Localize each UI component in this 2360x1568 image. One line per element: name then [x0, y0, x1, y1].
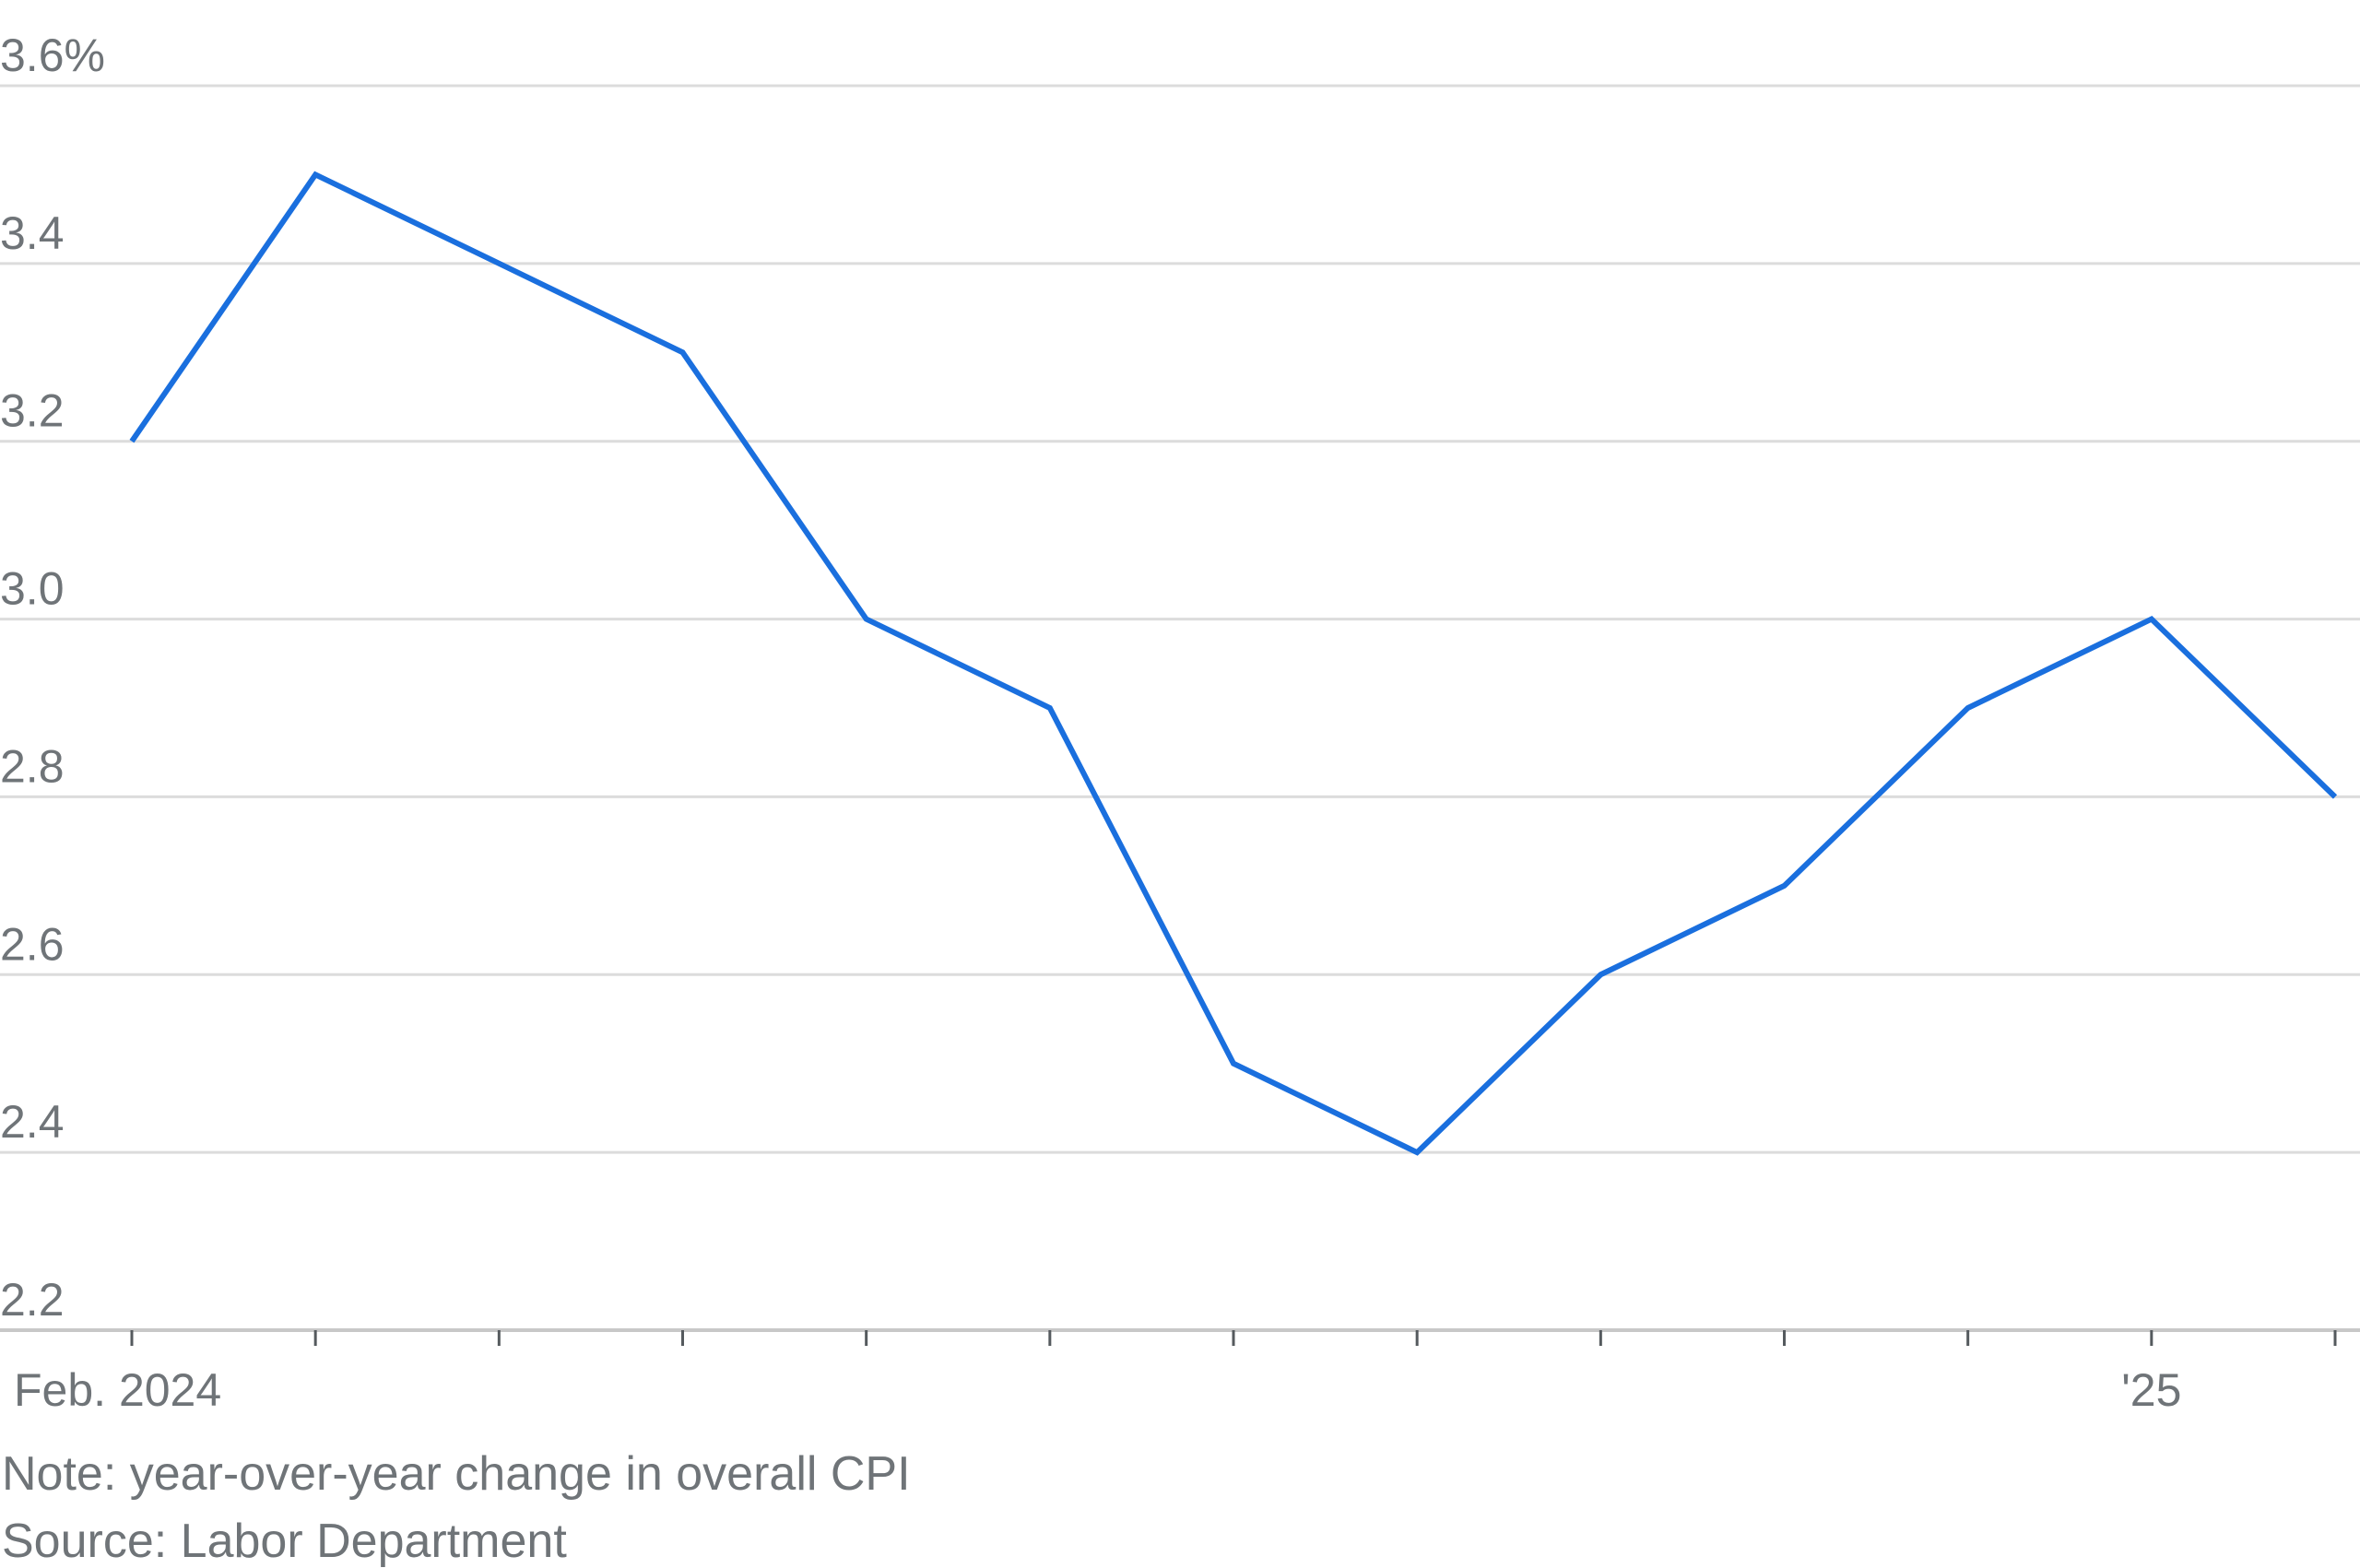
x-axis: Feb. 2024 '25: [14, 1330, 2337, 1416]
y-tick-label: 2.2: [0, 1274, 65, 1326]
x-tick-label: Feb. 2024: [14, 1364, 221, 1416]
y-axis-tick-labels: 2.2 2.4 2.6 2.8 3.0 3.2 3.4 3.6%: [0, 29, 105, 1326]
series-lines: [129, 171, 2338, 1156]
y-tick-label: 3.0: [0, 563, 65, 615]
y-tick-label: 3.4: [0, 207, 65, 259]
chart-source: Source: Labor Department: [2, 1515, 567, 1568]
x-tick-label: '25: [2121, 1364, 2181, 1416]
y-tick-label: 3.2: [0, 385, 65, 437]
y-tick-label: 2.6: [0, 918, 65, 970]
y-tick-label: 2.4: [0, 1096, 65, 1148]
y-tick-label: 3.6%: [0, 29, 105, 81]
series-line: [129, 171, 2338, 1156]
chart-note: Note: year-over-year change in overall C…: [2, 1447, 911, 1501]
gridlines: [0, 84, 2360, 1332]
y-tick-label: 2.8: [0, 740, 65, 792]
